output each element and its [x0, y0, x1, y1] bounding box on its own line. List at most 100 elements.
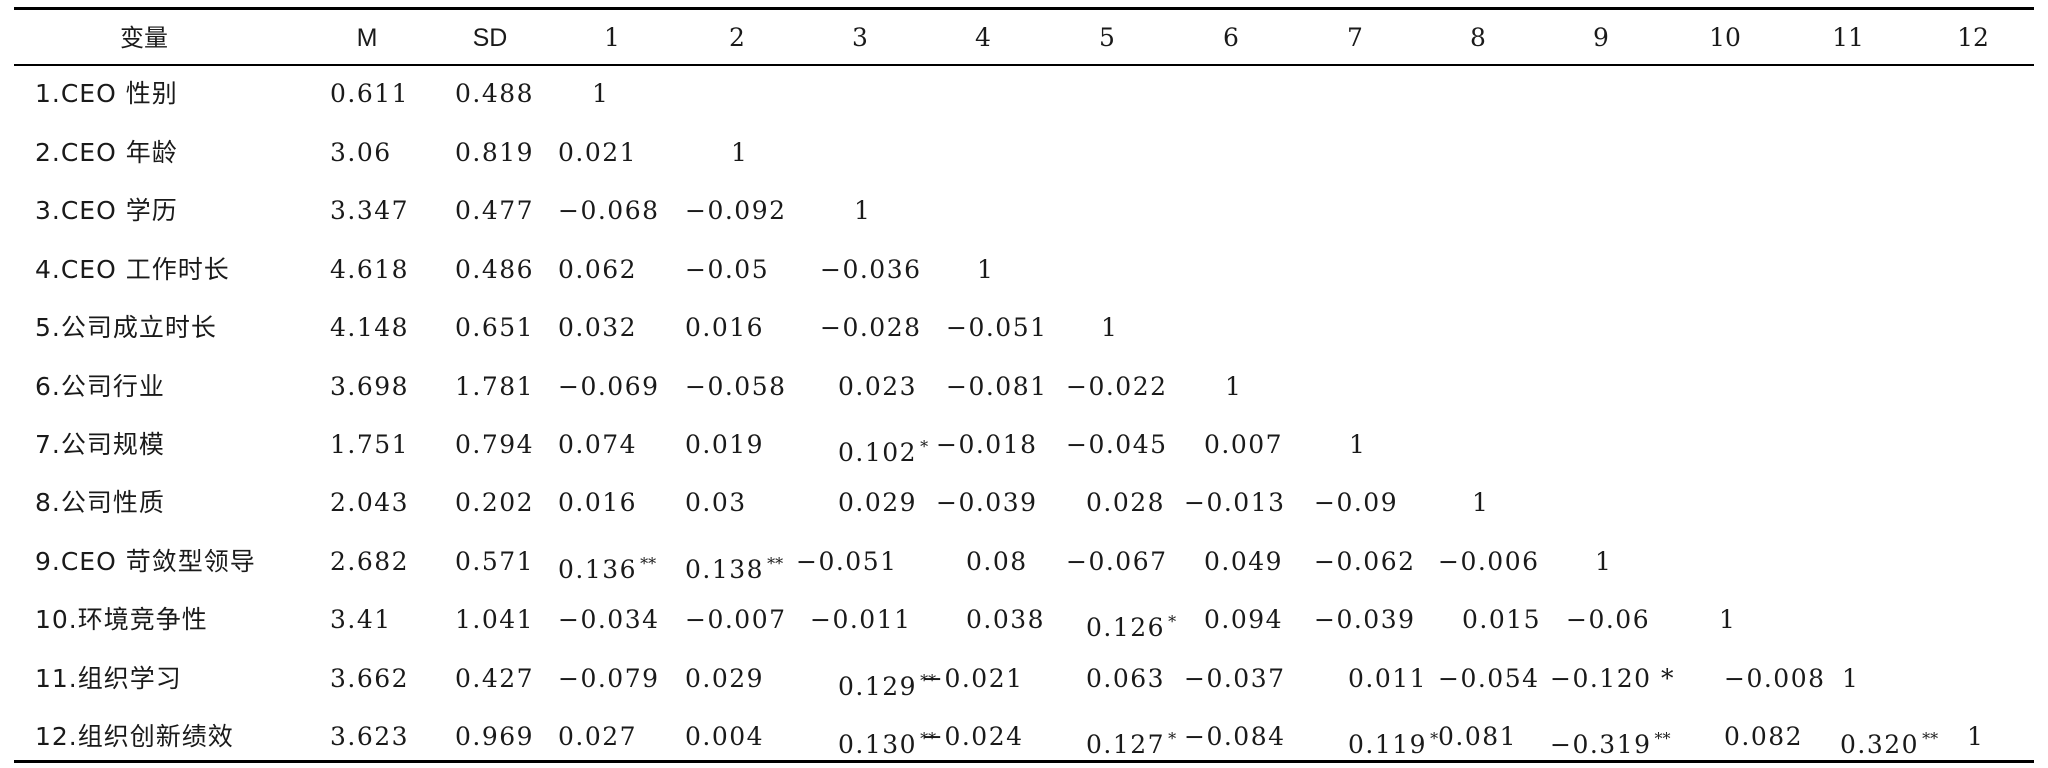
correlation-value: 0.016: [685, 313, 765, 342]
row-sd: 0.969: [455, 722, 535, 751]
correlation-cell: −0.067: [1066, 547, 1168, 577]
correlation-cell: −0.028: [820, 313, 922, 343]
correlation-value: 0.049: [1204, 547, 1284, 576]
header-col-1: 1: [604, 23, 620, 52]
significance-marker: *: [1168, 612, 1177, 631]
header-col-6: 6: [1223, 23, 1239, 52]
correlation-cell: 0.011: [1348, 664, 1427, 694]
correlation-value: −0.05: [685, 255, 770, 284]
correlation-value: −0.319: [1550, 730, 1652, 759]
correlation-value: −0.051: [796, 547, 898, 576]
correlation-value: 0.021: [558, 138, 638, 167]
header-col-11: 11: [1832, 23, 1864, 52]
correlation-cell: −0.319 **: [1550, 724, 1671, 760]
row-label: 8.公司性质: [35, 488, 165, 517]
correlation-cell: 0.028: [1086, 488, 1165, 518]
row-mean: 3.347: [330, 196, 410, 225]
correlation-cell: 1: [1472, 488, 1489, 518]
correlation-value: −0.054: [1438, 664, 1540, 693]
correlation-cell: 1: [1595, 547, 1612, 577]
correlation-value: −0.036: [820, 255, 922, 284]
correlation-cell: 0.063: [1086, 664, 1165, 694]
correlation-value: −0.062: [1314, 547, 1416, 576]
correlation-cell: 0.023: [838, 372, 917, 402]
table-header-rule: [14, 64, 2034, 66]
significance-marker: **: [640, 554, 657, 573]
correlation-cell: 0.03: [685, 488, 747, 518]
row-sd: 1.041: [455, 605, 535, 634]
correlation-cell: −0.007: [685, 605, 787, 635]
row-sd: 1.781: [455, 372, 535, 401]
correlation-value: 1: [1842, 664, 1860, 693]
correlation-value: −0.120 *: [1550, 664, 1675, 693]
correlation-value: −0.034: [558, 605, 660, 634]
correlation-value: −0.058: [685, 372, 787, 401]
significance-marker: **: [920, 671, 937, 690]
correlation-value: −0.022: [1066, 372, 1168, 401]
correlation-value: −0.079: [558, 664, 660, 693]
correlation-cell: −0.036: [820, 255, 922, 285]
correlation-value: −0.011: [810, 605, 912, 634]
correlation-value: −0.028: [820, 313, 922, 342]
correlation-cell: 1: [592, 79, 609, 109]
row-label: 2.CEO 年龄: [35, 138, 178, 167]
correlation-value: 1: [1719, 605, 1737, 634]
correlation-cell: 0.126 *: [1086, 607, 1176, 643]
correlation-cell: 0.082: [1724, 722, 1803, 752]
correlation-cell: 1: [1225, 372, 1242, 402]
correlation-value: 0.119: [1348, 730, 1428, 759]
correlation-value: −0.024: [922, 722, 1024, 751]
correlation-value: 1: [731, 138, 749, 167]
correlation-value: 0.138: [685, 555, 765, 584]
correlation-value: −0.037: [1184, 664, 1286, 693]
correlation-cell: −0.062: [1314, 547, 1416, 577]
correlation-cell: 0.130 **: [838, 724, 936, 760]
header-sd: SD: [472, 24, 508, 52]
correlation-value: 0.019: [685, 430, 765, 459]
row-sd: 0.488: [455, 79, 535, 108]
row-mean: 1.751: [330, 430, 410, 459]
correlation-value: 0.032: [558, 313, 638, 342]
correlation-value: 1: [1349, 430, 1367, 459]
correlation-cell: −0.039: [1314, 605, 1416, 635]
correlation-cell: 1: [1349, 430, 1366, 460]
correlation-value: −0.018: [936, 430, 1038, 459]
correlation-value: −0.013: [1184, 488, 1286, 517]
correlation-value: 0.007: [1204, 430, 1284, 459]
header-col-8: 8: [1470, 23, 1486, 52]
row-mean: 3.06: [330, 138, 392, 167]
correlation-cell: −0.058: [685, 372, 787, 402]
correlation-value: 0.03: [685, 488, 747, 517]
correlation-value: 0.027: [558, 722, 638, 751]
correlation-cell: 0.004: [685, 722, 764, 752]
correlation-cell: 1: [1967, 722, 1984, 752]
correlation-value: −0.051: [946, 313, 1048, 342]
correlation-value: 0.029: [838, 488, 918, 517]
correlation-cell: 0.019: [685, 430, 764, 460]
correlation-table: 变量 M SD 1 2 3 4 5 6 7 8 9 10 11 12 1.CEO 性别 0.611 0.488 1…: [14, 7, 2034, 763]
correlation-cell: −0.068: [558, 196, 660, 226]
correlation-value: −0.067: [1066, 547, 1168, 576]
correlation-value: 0.081: [1438, 722, 1518, 751]
row-mean: 4.148: [330, 313, 410, 342]
correlation-value: 0.082: [1724, 722, 1804, 751]
row-label: 10.环境竞争性: [35, 605, 208, 634]
correlation-value: −0.045: [1066, 430, 1168, 459]
correlation-cell: 1: [977, 255, 994, 285]
header-col-4: 4: [975, 23, 991, 52]
correlation-value: 1: [1472, 488, 1490, 517]
correlation-value: 0.127: [1086, 730, 1166, 759]
correlation-value: 0.074: [558, 430, 638, 459]
correlation-value: 0.038: [966, 605, 1046, 634]
row-sd: 0.202: [455, 488, 535, 517]
correlation-value: 0.126: [1086, 613, 1166, 642]
correlation-cell: 1: [1101, 313, 1118, 343]
correlation-cell: 0.062: [558, 255, 637, 285]
row-sd: 0.794: [455, 430, 535, 459]
row-sd: 0.477: [455, 196, 535, 225]
correlation-cell: 0.102 *: [838, 432, 928, 468]
correlation-value: −0.039: [936, 488, 1038, 517]
correlation-cell: 1: [731, 138, 748, 168]
significance-marker: *: [1430, 729, 1439, 748]
correlation-value: 0.08: [966, 547, 1028, 576]
